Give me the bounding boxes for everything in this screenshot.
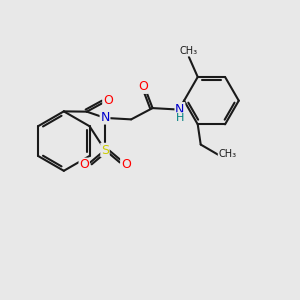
Text: O: O (138, 80, 148, 93)
Text: O: O (103, 94, 113, 107)
Text: CH₃: CH₃ (218, 149, 236, 159)
Text: O: O (79, 158, 89, 171)
Text: CH₃: CH₃ (179, 46, 197, 56)
Text: H: H (176, 113, 184, 123)
Text: N: N (175, 103, 184, 116)
Text: N: N (100, 111, 110, 124)
Text: S: S (101, 143, 109, 157)
Text: O: O (121, 158, 131, 171)
